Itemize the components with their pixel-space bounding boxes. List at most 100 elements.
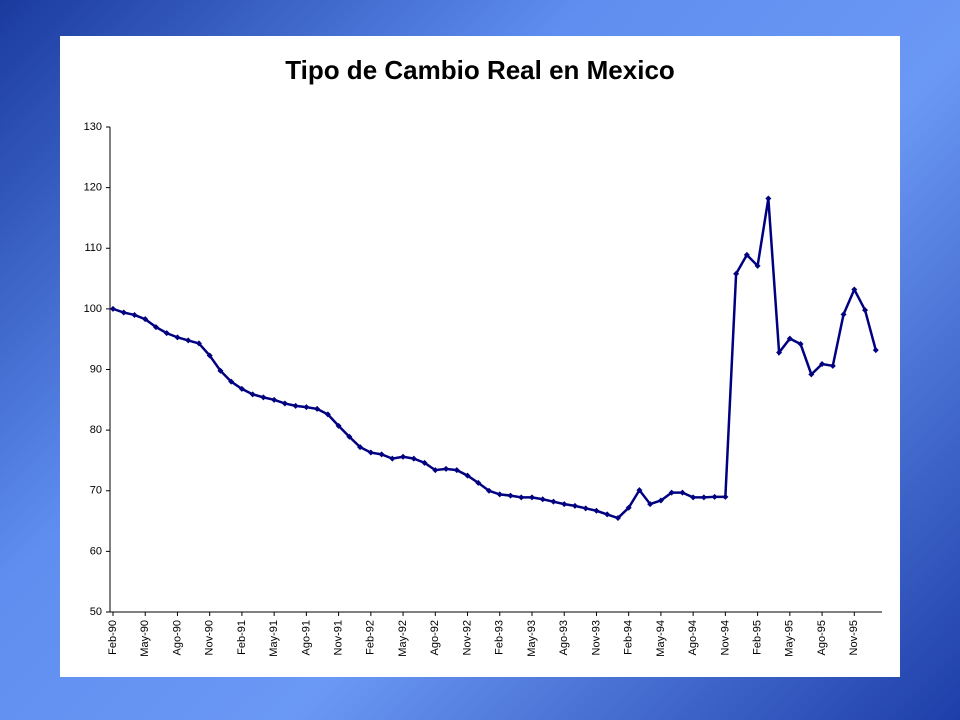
x-tick-label: Feb-92 — [365, 620, 377, 655]
y-tick-label: 60 — [90, 545, 102, 557]
data-point — [550, 498, 557, 505]
data-point — [357, 444, 364, 451]
data-point — [561, 501, 568, 508]
data-point — [152, 324, 159, 331]
data-point — [389, 455, 396, 462]
data-point — [797, 341, 804, 348]
data-point — [776, 349, 783, 356]
y-tick-label: 120 — [84, 182, 102, 194]
data-point — [195, 340, 202, 347]
x-tick-label: Ago-91 — [300, 620, 312, 655]
data-point — [625, 504, 632, 511]
y-tick-label: 100 — [84, 303, 102, 315]
data-point — [249, 391, 256, 398]
series-line — [112, 198, 877, 520]
data-point — [496, 491, 503, 498]
data-point — [507, 492, 514, 499]
data-point — [851, 286, 858, 293]
x-tick-label: May-92 — [397, 620, 409, 657]
data-point — [400, 453, 407, 460]
data-point — [604, 511, 611, 518]
data-point — [765, 195, 772, 202]
y-tick-label: 70 — [90, 485, 102, 497]
data-point — [346, 433, 353, 440]
data-point — [464, 472, 471, 479]
data-point — [636, 487, 643, 494]
x-tick-label: Nov-90 — [204, 620, 216, 655]
data-point — [829, 362, 836, 369]
x-tick-label: Ago-90 — [171, 620, 183, 655]
data-point — [571, 502, 578, 509]
data-point — [786, 335, 793, 342]
data-point — [206, 352, 213, 359]
data-point — [303, 404, 310, 411]
data-point — [862, 307, 869, 314]
x-tick-label: May-90 — [139, 620, 151, 657]
data-point — [324, 411, 331, 418]
data-point — [711, 493, 718, 500]
x-tick-label: Nov-94 — [719, 620, 731, 655]
data-point — [679, 489, 686, 496]
data-point — [163, 330, 170, 337]
x-tick-label: Nov-95 — [848, 620, 860, 655]
data-point — [410, 455, 417, 462]
data-point — [443, 465, 450, 472]
data-point — [228, 378, 235, 385]
data-point — [281, 400, 288, 407]
x-tick-label: Nov-92 — [461, 620, 473, 655]
chart-panel — [60, 36, 900, 677]
data-point — [657, 497, 664, 504]
x-tick-label: Feb-95 — [752, 620, 764, 655]
x-tick-label: Feb-90 — [107, 620, 119, 655]
data-point — [378, 451, 385, 458]
y-tick-label: 110 — [84, 242, 102, 254]
data-point — [593, 507, 600, 514]
data-point — [872, 347, 879, 354]
data-point — [421, 459, 428, 466]
x-tick-label: Ago-95 — [816, 620, 828, 655]
data-point — [335, 422, 342, 429]
data-point — [614, 515, 621, 522]
data-point — [528, 494, 535, 501]
x-tick-label: Ago-92 — [429, 620, 441, 655]
y-tick-label: 90 — [90, 363, 102, 375]
x-tick-label: Ago-94 — [687, 620, 699, 655]
data-point — [120, 309, 127, 316]
data-point — [668, 489, 675, 496]
data-point — [819, 361, 826, 368]
x-tick-label: May-94 — [655, 620, 667, 657]
data-point — [647, 501, 654, 508]
data-point — [722, 493, 729, 500]
x-tick-label: Feb-94 — [623, 620, 635, 655]
data-point — [475, 479, 482, 486]
data-point — [271, 396, 278, 403]
data-point — [314, 405, 321, 412]
x-tick-label: May-91 — [268, 620, 280, 657]
data-point — [131, 311, 138, 318]
data-point — [432, 467, 439, 474]
data-point — [110, 305, 116, 312]
data-point — [690, 494, 697, 501]
x-tick-label: Ago-93 — [558, 620, 570, 655]
data-point — [582, 505, 589, 512]
data-point — [238, 385, 245, 392]
y-tick-label: 130 — [84, 121, 102, 133]
data-point — [260, 394, 267, 401]
chart-title: Tipo de Cambio Real en Mexico — [285, 55, 675, 85]
data-point — [840, 311, 847, 318]
data-point — [142, 316, 149, 323]
y-tick-label: 50 — [90, 606, 102, 618]
x-tick-label: May-93 — [526, 620, 538, 657]
data-point — [733, 270, 740, 277]
data-point — [700, 494, 707, 501]
data-point — [518, 494, 525, 501]
x-tick-label: May-95 — [784, 620, 796, 657]
x-tick-label: Nov-91 — [333, 620, 345, 655]
data-point — [539, 496, 546, 503]
data-point — [174, 334, 181, 341]
x-tick-label: Nov-93 — [590, 620, 602, 655]
data-point — [217, 367, 224, 374]
y-tick-label: 80 — [90, 424, 102, 436]
